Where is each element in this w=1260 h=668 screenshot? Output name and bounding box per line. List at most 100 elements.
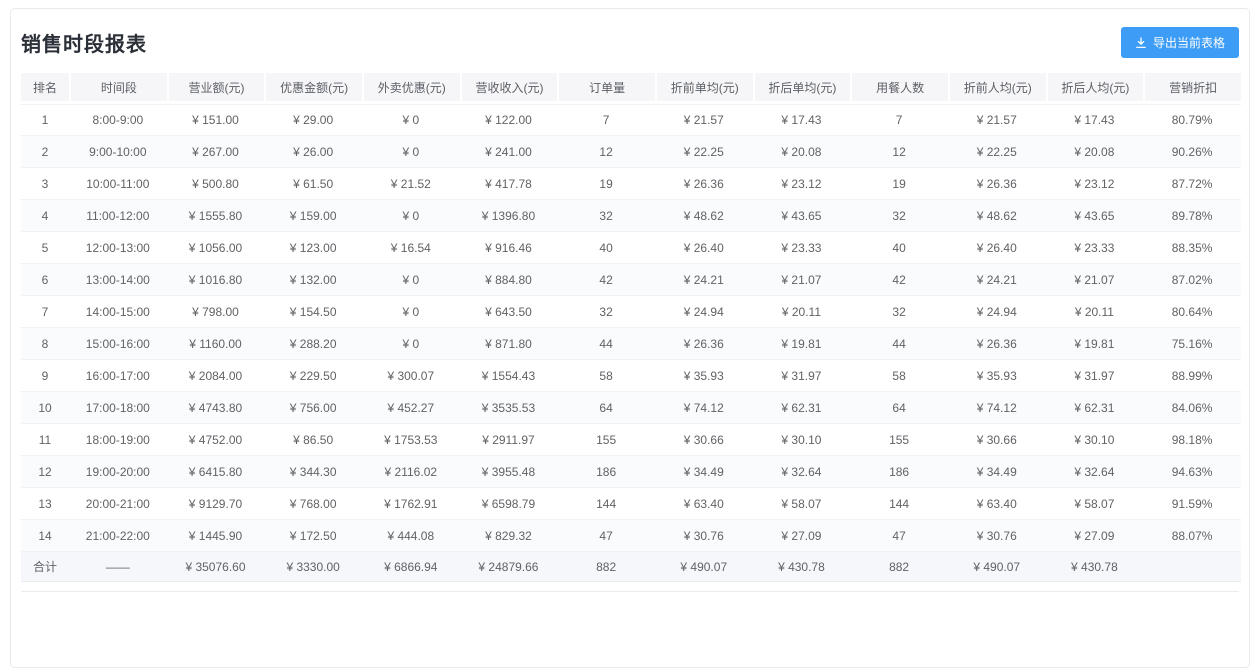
table-cell: 8:00-9:00 xyxy=(69,104,167,136)
table-cell: 6 xyxy=(21,264,69,296)
table-cell: 882 xyxy=(850,552,948,582)
table-body: 1 8:00-9:00 ¥ 151.00 ¥ 29.00 ¥ 0 ¥ 122.00 7 ¥ 2… xyxy=(21,104,1241,582)
column-header: 折后单均(元) xyxy=(752,73,851,104)
table-cell: ¥ 26.40 xyxy=(947,232,1046,264)
table-cell: ¥ 417.78 xyxy=(459,168,558,200)
table-row: 8 15:00-16:00 ¥ 1160.00 ¥ 288.20 ¥ 0 ¥ 871.80… xyxy=(21,328,1241,360)
table-cell: ¥ 30.66 xyxy=(947,424,1046,456)
table-cell: ¥ 19.81 xyxy=(752,328,851,360)
table-cell: 84.06% xyxy=(1143,392,1241,424)
table-cell: 42 xyxy=(850,264,948,296)
table-cell: ¥ 154.50 xyxy=(264,296,362,328)
table-cell: ¥ 4752.00 xyxy=(166,424,265,456)
table-cell: 98.18% xyxy=(1143,424,1241,456)
report-card: 销售时段报表 导出当前表格 排名 时间段 营业额(元) 优惠金额(元) 外卖优惠(元) 营… xyxy=(10,8,1250,668)
table-cell: ¥ 0 xyxy=(361,328,460,360)
table-cell: 91.59% xyxy=(1143,488,1241,520)
table-cell: ¥ 35076.60 xyxy=(166,552,265,582)
table-cell: ¥ 0 xyxy=(361,264,460,296)
table-cell: ¥ 3955.48 xyxy=(459,456,558,488)
table-row: 10 17:00-18:00 ¥ 4743.80 ¥ 756.00 ¥ 452.27 ¥ … xyxy=(21,392,1241,424)
table-cell: 186 xyxy=(557,456,655,488)
table-cell: ¥ 300.07 xyxy=(361,360,460,392)
table-cell: ¥ 20.11 xyxy=(752,296,851,328)
table-cell: ¥ 151.00 xyxy=(166,104,265,136)
table-cell: ¥ 241.00 xyxy=(459,136,558,168)
table-cell: ¥ 500.80 xyxy=(166,168,265,200)
table-cell: 8 xyxy=(21,328,69,360)
table-row: 1 8:00-9:00 ¥ 151.00 ¥ 29.00 ¥ 0 ¥ 122.00 7 ¥ 2… xyxy=(21,104,1241,136)
table-cell: 186 xyxy=(850,456,948,488)
table-cell: ¥ 344.30 xyxy=(264,456,362,488)
table-cell: ¥ 452.27 xyxy=(361,392,460,424)
table-cell: ¥ 6415.80 xyxy=(166,456,265,488)
table-cell: ¥ 1016.80 xyxy=(166,264,265,296)
table-cell: 12:00-13:00 xyxy=(69,232,167,264)
export-table-button[interactable]: 导出当前表格 xyxy=(1120,27,1239,58)
table-cell: —— xyxy=(69,552,167,582)
table-cell: ¥ 20.08 xyxy=(752,136,851,168)
table-cell: 89.78% xyxy=(1143,200,1241,232)
table-cell: ¥ 62.31 xyxy=(752,392,851,424)
table-cell: ¥ 19.81 xyxy=(1045,328,1144,360)
table-cell: ¥ 26.36 xyxy=(654,168,753,200)
column-header: 营业额(元) xyxy=(166,73,265,104)
download-icon xyxy=(1135,36,1147,49)
table-cell: 13 xyxy=(21,488,69,520)
table-row: 12 19:00-20:00 ¥ 6415.80 ¥ 344.30 ¥ 2116.02 ¥… xyxy=(21,456,1241,488)
table-cell: ¥ 0 xyxy=(361,296,460,328)
table-cell: 18:00-19:00 xyxy=(69,424,167,456)
table-cell: 40 xyxy=(557,232,655,264)
column-header: 订单量 xyxy=(557,73,655,104)
table-cell: 88.07% xyxy=(1143,520,1241,552)
table-cell: ¥ 884.80 xyxy=(459,264,558,296)
table-cell: ¥ 172.50 xyxy=(264,520,362,552)
table-cell: ¥ 444.08 xyxy=(361,520,460,552)
table-row: 5 12:00-13:00 ¥ 1056.00 ¥ 123.00 ¥ 16.54 ¥ 91… xyxy=(21,232,1241,264)
table-cell: ¥ 21.07 xyxy=(752,264,851,296)
table-cell: ¥ 34.49 xyxy=(654,456,753,488)
table-cell: ¥ 2084.00 xyxy=(166,360,265,392)
table-cell: 11:00-12:00 xyxy=(69,200,167,232)
table-cell: ¥ 22.25 xyxy=(654,136,753,168)
table-cell: 155 xyxy=(557,424,655,456)
table-cell: 合计 xyxy=(21,552,69,582)
table-cell: ¥ 23.12 xyxy=(1045,168,1144,200)
table-cell: ¥ 30.76 xyxy=(654,520,753,552)
table-cell: ¥ 159.00 xyxy=(264,200,362,232)
column-header: 折前人均(元) xyxy=(947,73,1046,104)
table-cell: ¥ 29.00 xyxy=(264,104,362,136)
table-cell: 58 xyxy=(557,360,655,392)
table-cell: 19 xyxy=(557,168,655,200)
table-cell: 90.26% xyxy=(1143,136,1241,168)
table-cell: ¥ 74.12 xyxy=(654,392,753,424)
table-cell: ¥ 34.49 xyxy=(947,456,1046,488)
table-cell: ¥ 6866.94 xyxy=(361,552,460,582)
table-cell: 9:00-10:00 xyxy=(69,136,167,168)
table-cell: ¥ 20.11 xyxy=(1045,296,1144,328)
table-cell: ¥ 756.00 xyxy=(264,392,362,424)
table-cell: 12 xyxy=(850,136,948,168)
table-cell: 80.64% xyxy=(1143,296,1241,328)
table-cell: 7 xyxy=(557,104,655,136)
table-cell: ¥ 6598.79 xyxy=(459,488,558,520)
table-cell: ¥ 768.00 xyxy=(264,488,362,520)
table-cell: 64 xyxy=(850,392,948,424)
table-cell: ¥ 17.43 xyxy=(752,104,851,136)
card-header: 销售时段报表 导出当前表格 xyxy=(11,9,1249,73)
table-cell: ¥ 24.94 xyxy=(654,296,753,328)
column-header: 折后人均(元) xyxy=(1045,73,1144,104)
table-cell: 32 xyxy=(850,296,948,328)
table-cell: ¥ 916.46 xyxy=(459,232,558,264)
table-cell: 10 xyxy=(21,392,69,424)
table-cell: 88.99% xyxy=(1143,360,1241,392)
table-cell: ¥ 1160.00 xyxy=(166,328,265,360)
table-cell: ¥ 122.00 xyxy=(459,104,558,136)
table-cell: 75.16% xyxy=(1143,328,1241,360)
table-cell: ¥ 24879.66 xyxy=(459,552,558,582)
table-cell: 9 xyxy=(21,360,69,392)
table-cell: ¥ 24.94 xyxy=(947,296,1046,328)
table-cell: 44 xyxy=(850,328,948,360)
table-cell: ¥ 27.09 xyxy=(752,520,851,552)
table-cell: 15:00-16:00 xyxy=(69,328,167,360)
